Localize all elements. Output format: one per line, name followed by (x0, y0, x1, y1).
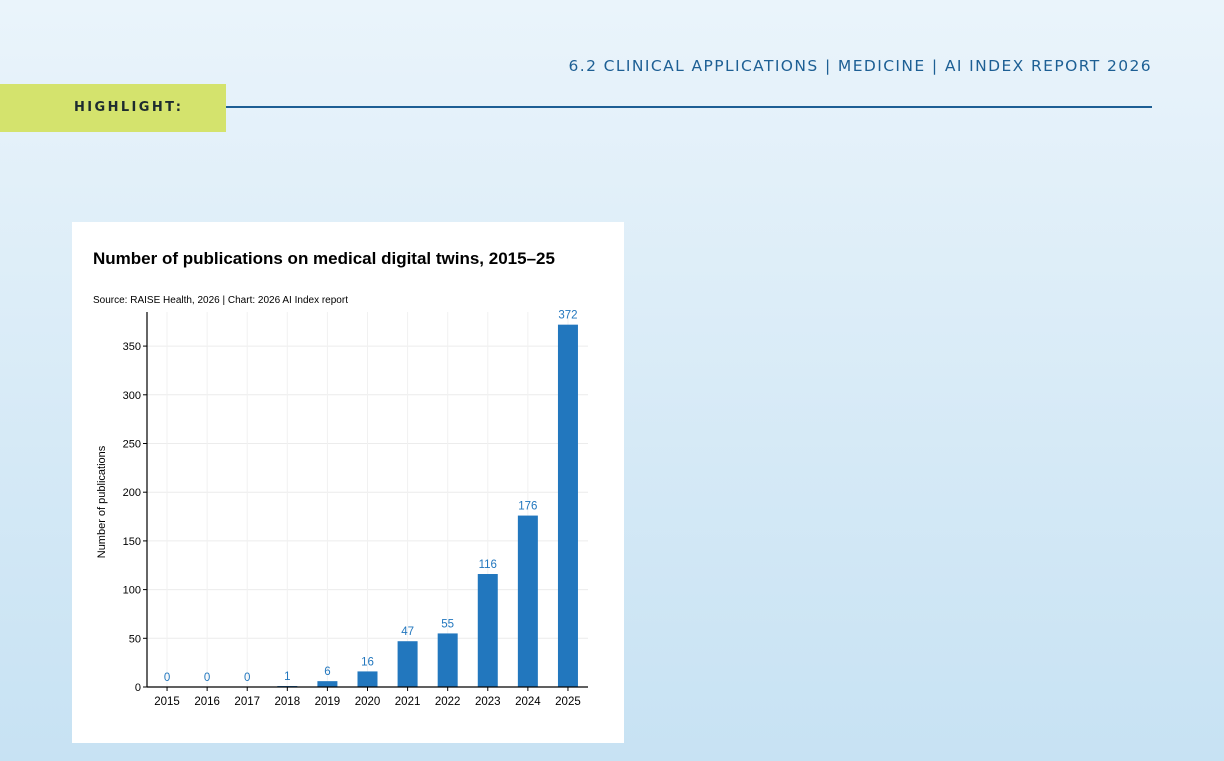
bar-2023 (477, 574, 498, 687)
x-tick-label: 2015 (154, 696, 180, 708)
bar-2024 (517, 515, 538, 687)
chart-title: Number of publications on medical digita… (93, 249, 555, 268)
y-tick-label: 350 (123, 341, 141, 353)
x-tick-label: 2018 (275, 696, 301, 708)
x-tick-label: 2017 (234, 696, 260, 708)
x-tick-label: 2025 (555, 696, 581, 708)
y-tick-label: 200 (123, 487, 141, 499)
x-tick-label: 2016 (194, 696, 220, 708)
data-label-2021: 47 (401, 626, 414, 638)
data-label-2023: 116 (479, 559, 497, 571)
y-tick-label: 100 (123, 585, 141, 597)
data-label-2022: 55 (441, 618, 454, 630)
data-label-2017: 0 (244, 672, 250, 684)
bar-2025 (557, 324, 578, 687)
y-tick-label: 250 (123, 438, 141, 450)
y-tick-label: 300 (123, 390, 141, 402)
data-label-2025: 372 (558, 310, 577, 322)
bar-2021 (397, 641, 418, 687)
y-axis-label: Number of publications (96, 445, 108, 558)
x-tick-label: 2022 (435, 696, 461, 708)
bar-2022 (437, 633, 458, 687)
y-tick-label: 150 (123, 536, 141, 548)
bar-2020 (357, 671, 378, 687)
highlight-tag: HIGHLIGHT: (0, 84, 226, 132)
x-tick-label: 2023 (475, 696, 501, 708)
bar-2019 (317, 681, 338, 687)
x-tick-label: 2024 (515, 696, 541, 708)
highlight-label: HIGHLIGHT: (74, 100, 184, 115)
y-tick-label: 50 (129, 633, 141, 645)
header-divider (226, 106, 1152, 108)
chart-source: Source: RAISE Health, 2026 | Chart: 2026… (93, 295, 348, 306)
x-tick-label: 2019 (315, 696, 341, 708)
data-label-2015: 0 (164, 672, 170, 684)
chart-card: Number of publications on medical digita… (72, 222, 624, 743)
x-tick-label: 2020 (355, 696, 381, 708)
data-label-2019: 6 (324, 666, 330, 678)
bars (277, 324, 578, 687)
report-section-header: 6.2 CLINICAL APPLICATIONS | MEDICINE | A… (568, 57, 1152, 75)
x-tick-label: 2021 (395, 696, 421, 708)
grid-lines (147, 312, 588, 687)
data-label-2024: 176 (518, 501, 537, 513)
data-label-2020: 16 (361, 656, 374, 668)
data-label-2016: 0 (204, 672, 210, 684)
y-tick-label: 0 (135, 682, 141, 694)
data-label-2018: 1 (284, 671, 290, 683)
